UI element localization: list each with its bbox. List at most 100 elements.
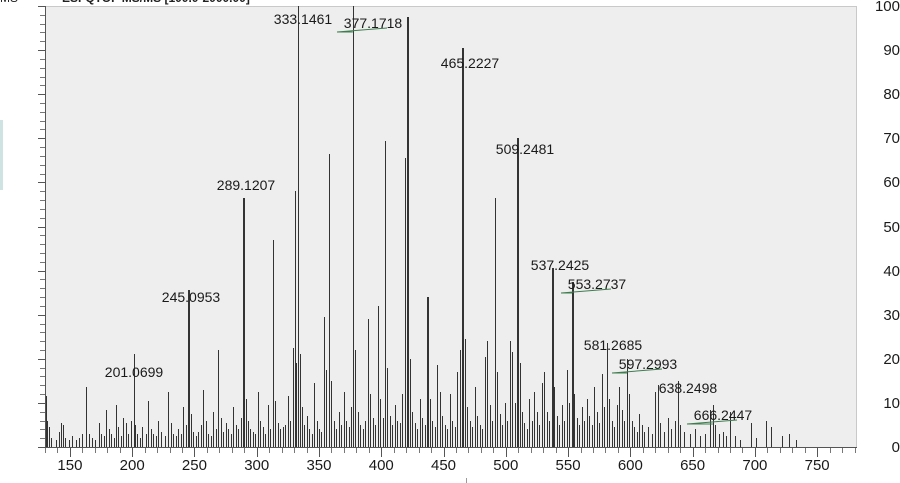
spectrum-peak — [46, 396, 48, 447]
x-axis-minor-tick — [742, 448, 744, 453]
peak-label: 377.1718 — [343, 15, 403, 31]
y-axis-tick-label: 60 — [883, 174, 900, 192]
spectrum-peak — [135, 424, 137, 447]
x-axis-minor-tick — [792, 448, 794, 453]
x-axis-minor-tick — [717, 448, 719, 453]
spectrum-peak — [462, 47, 464, 447]
spectrum-peak — [228, 429, 230, 447]
x-axis-tick-label: 300 — [244, 457, 270, 474]
y-axis-tick — [38, 182, 45, 184]
spectrum-peak — [607, 343, 608, 447]
spectrum-peak — [434, 427, 436, 447]
spectrum-peak — [469, 420, 471, 447]
spectrum-peak — [72, 435, 74, 447]
spectrum-peak — [690, 433, 692, 447]
x-axis-minor-tick — [842, 448, 844, 453]
y-axis-minor-tick — [40, 376, 45, 378]
y-axis-minor-tick — [40, 305, 45, 307]
y-axis-minor-tick — [40, 164, 45, 166]
spectrum-peak — [624, 420, 626, 447]
spectrum-peak — [351, 407, 353, 447]
y-axis-minor-tick — [40, 191, 45, 193]
spectrum-peak — [248, 420, 249, 447]
spectrum-peak — [756, 438, 758, 447]
spectrum-peak — [663, 431, 665, 447]
spectrum-peak — [601, 374, 603, 447]
spectrum-peak — [671, 429, 673, 447]
spectrum-peak — [64, 438, 66, 447]
spectrum-peak — [722, 431, 724, 447]
y-axis-minor-tick — [40, 332, 45, 334]
spectrum-peak — [304, 424, 306, 447]
spectrum-peak — [452, 420, 454, 447]
x-axis-minor-tick — [705, 448, 707, 453]
x-axis-minor-tick — [169, 448, 171, 453]
spectrum-peak — [362, 429, 364, 447]
spectrum-peak — [472, 427, 474, 447]
spectrum-peak — [250, 429, 252, 447]
spectrum-peak — [270, 429, 272, 447]
spectrum-peak — [509, 341, 511, 447]
x-axis-minor-tick — [94, 448, 96, 453]
spectrum-peak — [447, 429, 449, 447]
spectrum-peak — [581, 407, 583, 447]
spectrum-peak — [541, 383, 543, 447]
spectrum-peak — [726, 435, 728, 447]
spectrum-peak — [639, 413, 641, 447]
y-axis-minor-tick — [40, 297, 45, 299]
spectrum-peak — [198, 431, 200, 447]
spectrum-peak — [125, 422, 127, 447]
x-axis-tick-label: 250 — [181, 457, 207, 474]
spectrum-peak — [667, 418, 669, 447]
spectrum-peak — [449, 394, 451, 447]
spectrum-peak — [497, 372, 499, 447]
spectrum-peak — [120, 435, 122, 447]
spectrum-peak — [499, 413, 501, 447]
spectrum-peak — [619, 387, 621, 447]
spectrum-peak — [285, 424, 287, 447]
spectrum-peak — [594, 387, 596, 447]
spectrum-peak — [427, 297, 429, 447]
spectrum-peaks[interactable] — [45, 6, 857, 447]
x-axis-minor-tick — [343, 448, 345, 453]
spectrum-peak — [519, 363, 521, 447]
y-axis-minor-tick — [40, 438, 45, 440]
spectrum-peak — [287, 396, 289, 447]
spectrum-peak — [128, 433, 130, 447]
spectrum-peak — [766, 420, 768, 447]
x-axis-minor-tick — [244, 448, 246, 453]
spectrum-peak — [614, 427, 616, 447]
spectrum-peak — [328, 153, 331, 447]
spectrum-peak — [514, 402, 516, 447]
spectrum-peak — [145, 433, 147, 447]
x-axis-minor-tick — [642, 448, 644, 453]
y-axis-minor-tick — [40, 244, 45, 246]
spectrum-peak — [290, 420, 292, 447]
spectrum-peak — [168, 391, 170, 447]
window-edge-artifact — [0, 120, 3, 190]
spectrum-peak — [572, 281, 574, 447]
plot-background — [45, 6, 857, 447]
y-axis-tick — [38, 50, 45, 52]
spectrum-peak — [437, 365, 439, 447]
spectrum-peak — [355, 349, 357, 447]
spectrum-peak — [539, 424, 541, 447]
x-axis-minor-tick — [418, 448, 420, 453]
x-axis-minor-tick — [206, 448, 208, 453]
spectrum-peak — [360, 424, 362, 447]
window-title-bar: MS ESI-QTOF MS/MS [100.0-2000.00] — [0, 0, 900, 7]
spectrum-peak — [160, 431, 162, 447]
spectrum-peak — [715, 424, 717, 447]
spectrum-peak — [230, 433, 232, 447]
spectrum-peak — [569, 402, 571, 447]
spectrum-peak — [375, 424, 377, 447]
y-axis-tick — [38, 138, 45, 140]
spectrum-peak — [47, 420, 49, 447]
spectrum-peak — [712, 405, 714, 447]
spectrum-peak — [215, 429, 217, 447]
spectrum-peak — [180, 433, 182, 447]
spectrum-peak — [233, 407, 235, 447]
spectrum-peak — [414, 422, 416, 447]
x-axis-minor-tick — [617, 448, 619, 453]
y-axis-minor-tick — [40, 23, 45, 25]
